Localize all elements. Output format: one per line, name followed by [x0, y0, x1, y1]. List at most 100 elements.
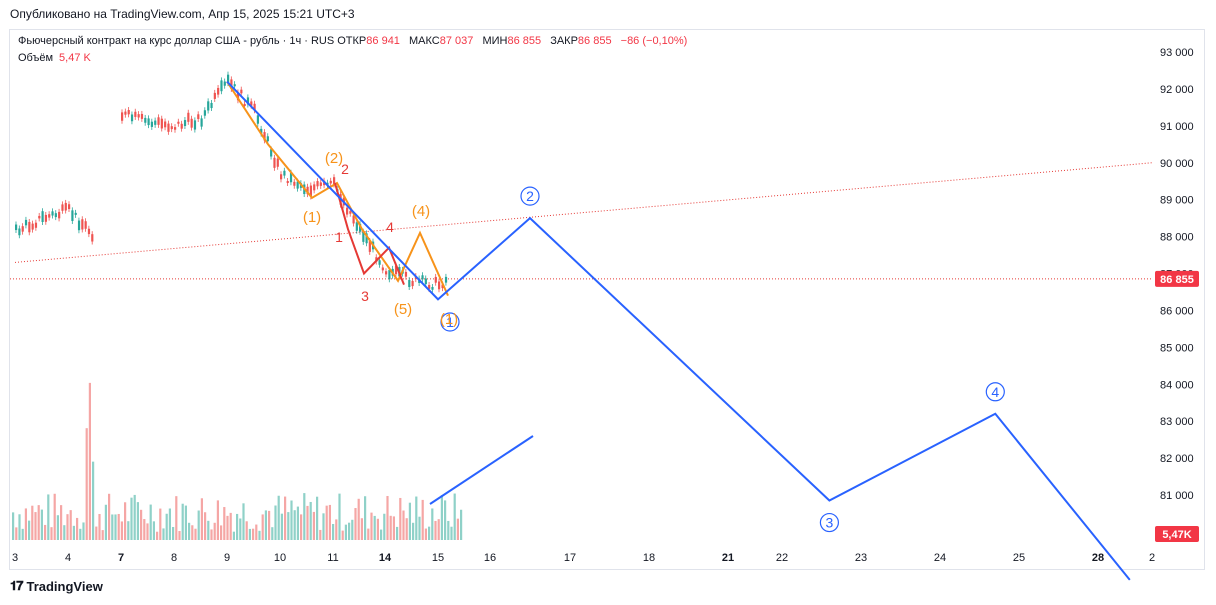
- candle-body: [349, 211, 352, 214]
- candle-body: [91, 234, 94, 242]
- y-tick-label: 81 000: [1160, 490, 1194, 502]
- candle-body: [18, 228, 21, 236]
- volume-bar: [325, 505, 328, 540]
- candle-body: [431, 287, 434, 290]
- volume-bar: [168, 508, 171, 540]
- candle-body: [428, 284, 431, 289]
- volume-bar: [143, 519, 146, 540]
- volume-bar: [399, 497, 402, 540]
- y-tick-label: 89 000: [1160, 195, 1194, 207]
- volume-bar: [213, 522, 216, 540]
- candle-body: [388, 270, 391, 280]
- symbol-name[interactable]: Фьючерсный контракт на курс доллар США -…: [18, 35, 335, 47]
- candle-body: [434, 276, 437, 283]
- volume-bar: [252, 528, 255, 540]
- volume-bar: [156, 531, 159, 540]
- volume-bar: [380, 529, 383, 540]
- candle-body: [289, 172, 293, 183]
- volume-bar: [204, 512, 207, 540]
- candle-body: [134, 111, 137, 117]
- volume-bar: [338, 493, 341, 540]
- volume-bar: [108, 493, 111, 540]
- candle-body: [68, 204, 71, 209]
- candle-body: [64, 202, 67, 211]
- candle-body: [58, 211, 61, 219]
- wave-label-blue-4-circle: [985, 382, 1005, 402]
- x-tick-label: 8: [171, 552, 177, 564]
- candle-body: [193, 120, 197, 130]
- x-tick-label: 4: [65, 552, 71, 564]
- published-caption: Опубликовано на TradingView.com, Апр 15,…: [10, 7, 355, 21]
- blue-volume-line: [429, 435, 534, 505]
- candle-body: [174, 127, 177, 130]
- volume-bar: [152, 521, 155, 540]
- candle-body: [207, 101, 210, 111]
- volume-bar: [172, 526, 175, 540]
- volume-bar: [412, 522, 415, 540]
- candle-body: [408, 280, 411, 288]
- volume-bar: [236, 513, 239, 540]
- candle-body: [329, 180, 332, 184]
- candle-body: [319, 182, 322, 186]
- x-tick-label: 15: [432, 552, 444, 564]
- volume-bar: [12, 512, 15, 540]
- candle-body: [253, 103, 256, 111]
- volume-bar: [242, 503, 245, 540]
- volume-bar: [40, 509, 43, 540]
- candle-body: [368, 241, 371, 252]
- candle-body: [84, 221, 87, 229]
- wave-label-red: 1: [335, 229, 343, 245]
- candle-body: [276, 158, 279, 167]
- volume-bar: [386, 495, 389, 540]
- x-tick-label: 28: [1092, 552, 1104, 564]
- candle-body: [365, 233, 368, 244]
- wave-label-red: 4: [386, 219, 394, 235]
- volume-bar: [34, 512, 37, 540]
- candle-body: [177, 121, 180, 124]
- volume-bar: [290, 500, 293, 540]
- candle-body: [21, 226, 24, 232]
- volume-bar: [210, 529, 213, 540]
- volume-bar: [389, 515, 392, 540]
- candle-body: [157, 117, 160, 125]
- volume-bar: [261, 514, 264, 540]
- volume-bar: [309, 501, 312, 540]
- volume-bar: [165, 513, 168, 540]
- volume-bar: [120, 521, 123, 540]
- volume-bar: [79, 528, 82, 540]
- candle-body: [266, 136, 269, 142]
- low-label: МИН: [482, 35, 508, 47]
- candle-body: [220, 80, 223, 92]
- candle-body: [296, 181, 299, 189]
- volume-bar: [69, 510, 72, 540]
- volume-bar: [216, 500, 219, 540]
- tradingview-logo-icon[interactable]: 𝟏𝟕: [10, 578, 24, 593]
- candle-body: [240, 89, 243, 94]
- candle-body: [230, 79, 233, 89]
- volume-bar: [232, 531, 235, 540]
- volume-bar: [354, 508, 357, 540]
- candle-body: [31, 223, 34, 230]
- volume-bar: [405, 518, 408, 540]
- candle-body: [15, 224, 18, 231]
- candle-body: [150, 121, 154, 127]
- candle-body: [250, 101, 253, 106]
- candle-body: [286, 181, 289, 184]
- x-tick-label: 16: [484, 552, 496, 564]
- candle-body: [438, 281, 441, 290]
- candle-body: [424, 278, 427, 285]
- volume-bar: [274, 505, 277, 540]
- candle-body: [260, 128, 263, 134]
- candle-body: [71, 210, 74, 222]
- volume-bar: [370, 512, 373, 540]
- candle-body: [444, 276, 448, 283]
- candle-body: [81, 219, 84, 230]
- wave-label-red: 2: [341, 161, 349, 177]
- candle-body: [24, 219, 28, 226]
- x-tick-label: 7: [118, 552, 124, 564]
- candle-body: [441, 284, 444, 289]
- open-value: 86 941: [366, 35, 400, 47]
- volume-bar: [18, 514, 21, 540]
- y-tick-label: 92 000: [1160, 84, 1194, 96]
